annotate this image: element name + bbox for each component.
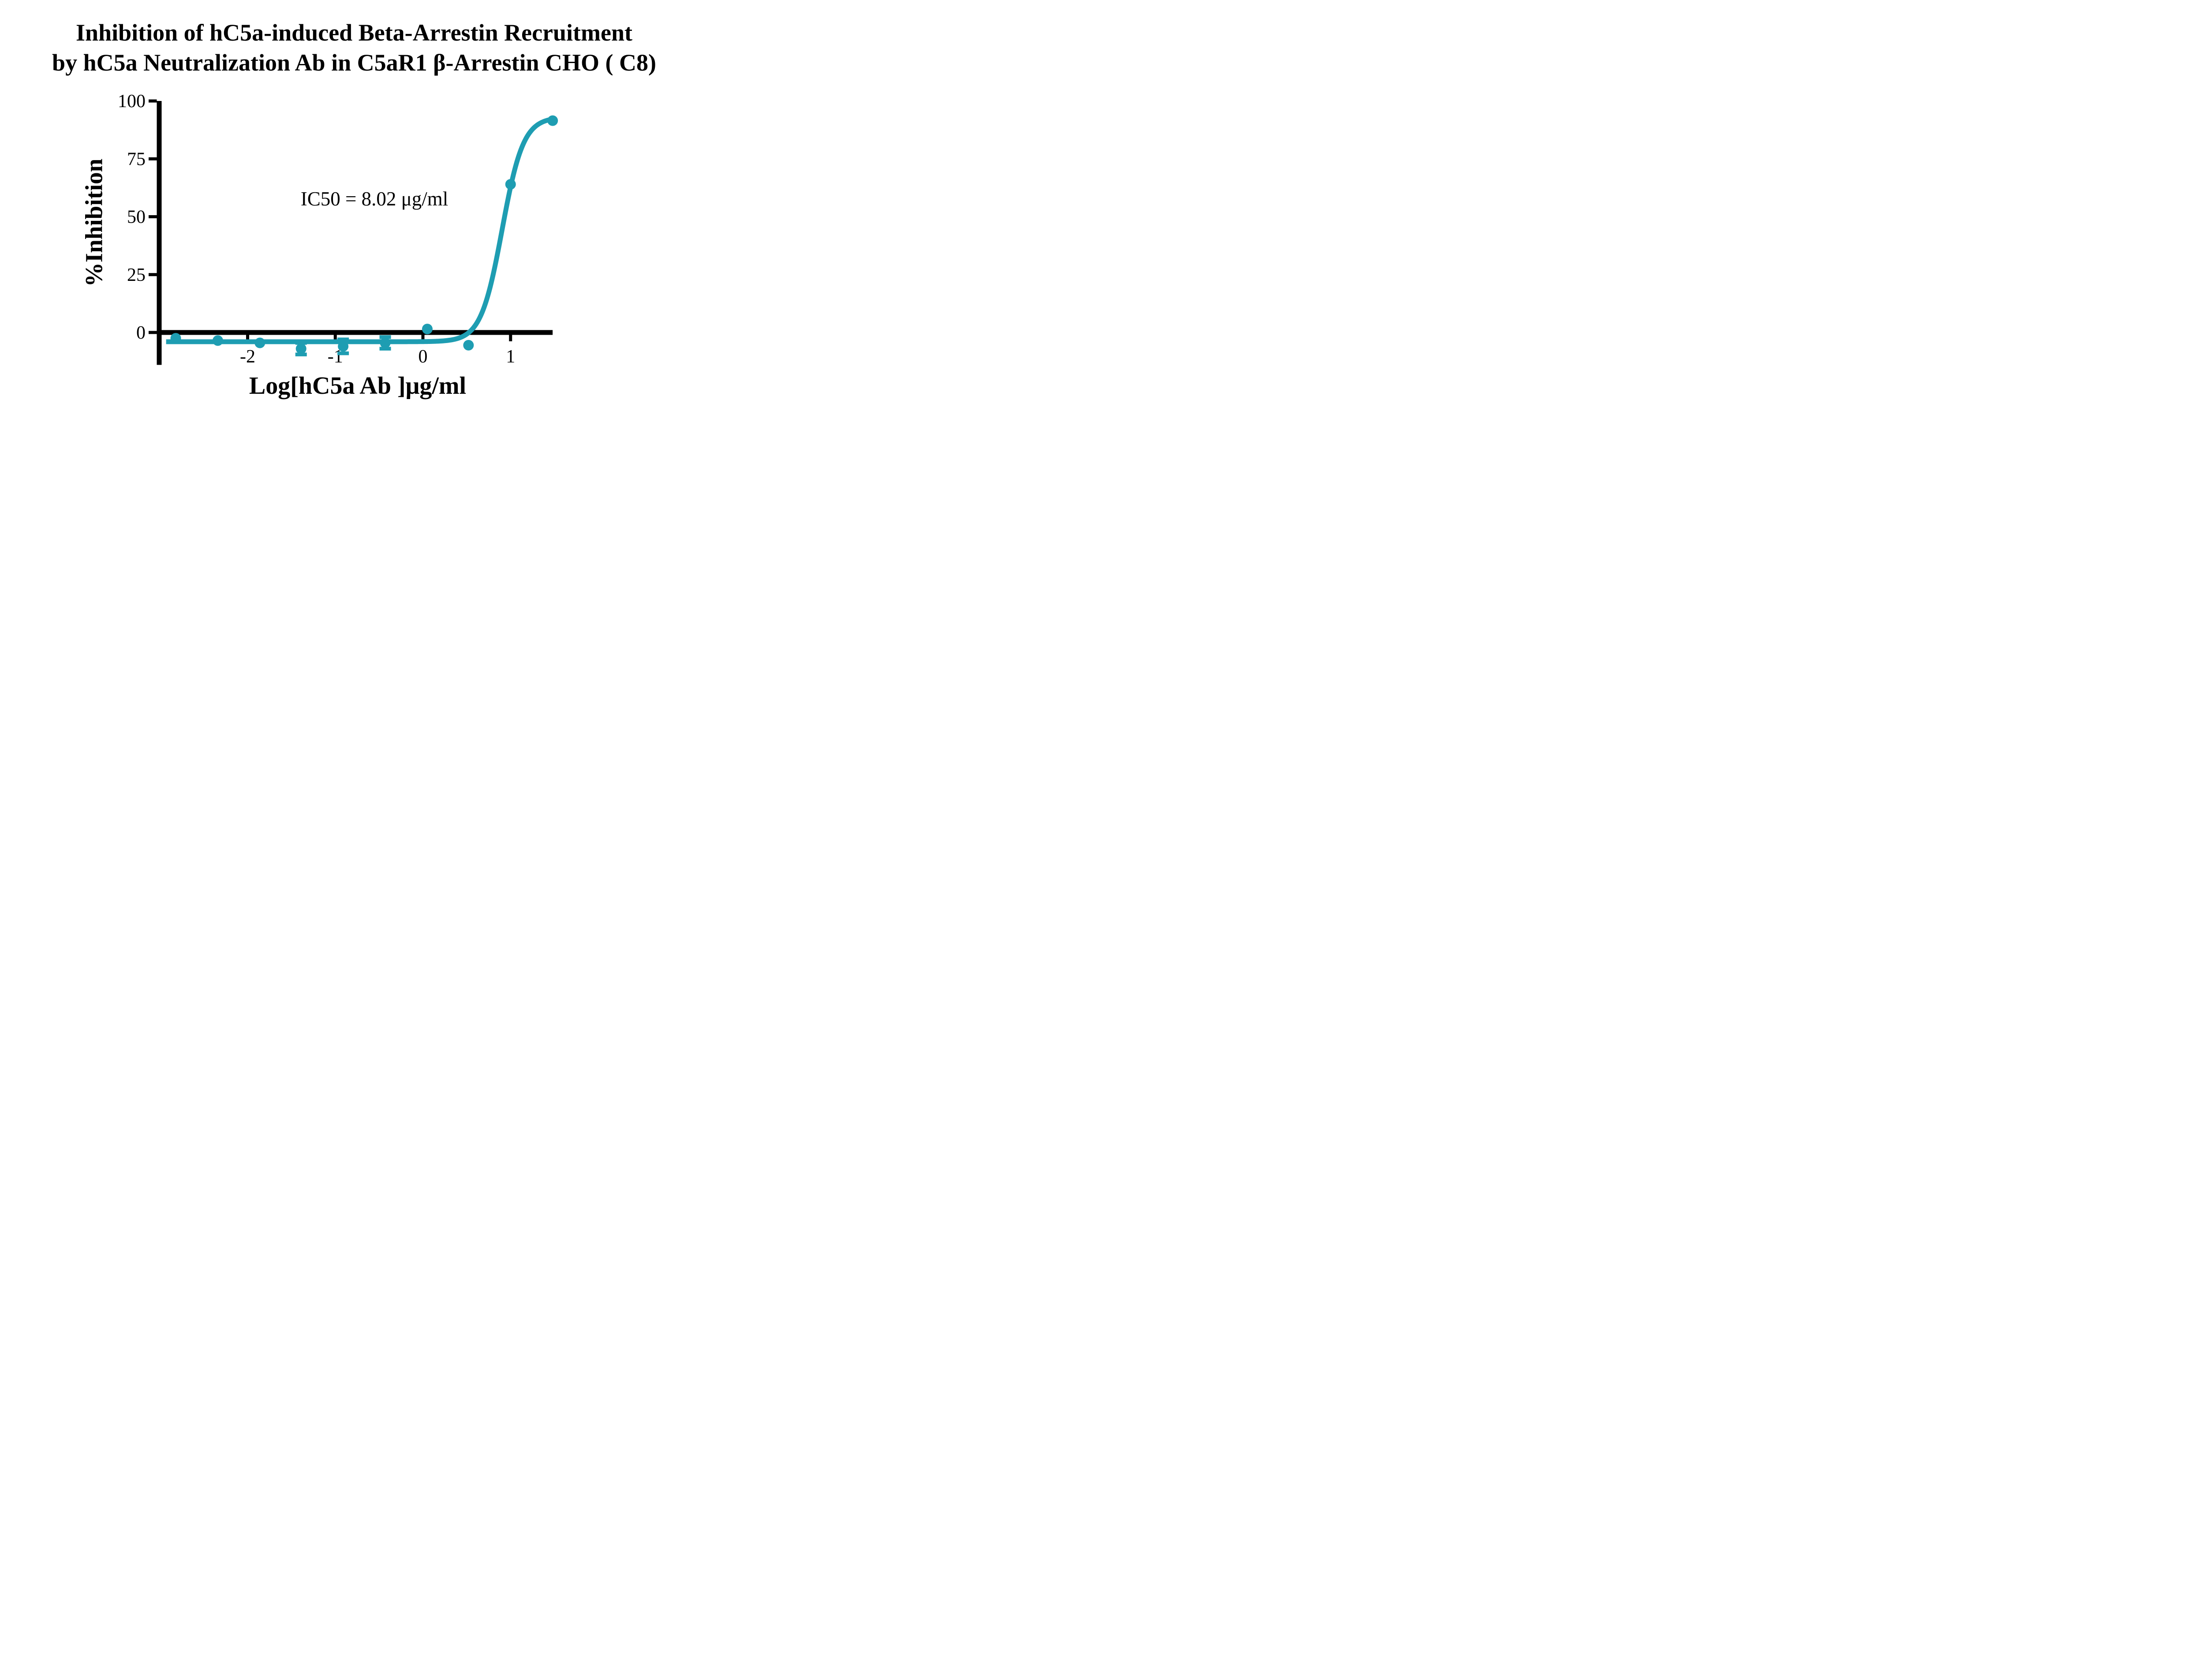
y-tick-label: 100 xyxy=(118,91,146,112)
data-point xyxy=(380,337,391,348)
data-point xyxy=(170,333,181,344)
figure-title-line1: Inhibition of hC5a-induced Beta-Arrestin… xyxy=(76,19,632,46)
data-point xyxy=(505,179,516,190)
data-point xyxy=(254,337,265,348)
data-point xyxy=(463,340,474,351)
data-point xyxy=(338,341,349,352)
fit-curve xyxy=(164,116,554,344)
data-point xyxy=(212,335,223,346)
figure-title-line2: by hC5a Neutralization Ab in C5aR1 β-Arr… xyxy=(52,49,656,76)
y-tick-label: 50 xyxy=(127,207,146,228)
x-tick-label: -2 xyxy=(240,347,255,367)
data-point xyxy=(422,324,433,335)
ic50-annotation: IC50 = 8.02 μg/ml xyxy=(300,188,448,210)
x-axis-label: Log[hC5a Ab ]μg/ml xyxy=(249,372,467,399)
y-tick-label: 25 xyxy=(127,265,146,285)
figure: Inhibition of hC5a-induced Beta-Arrestin… xyxy=(0,0,708,420)
x-tick-label: 0 xyxy=(419,347,428,367)
data-point xyxy=(547,115,558,126)
figure-title: Inhibition of hC5a-induced Beta-Arrestin… xyxy=(0,18,708,78)
data-point xyxy=(295,343,306,354)
y-tick-label: 0 xyxy=(136,323,146,343)
y-tick-label: 75 xyxy=(127,149,146,169)
x-tick-label: 1 xyxy=(506,347,515,367)
